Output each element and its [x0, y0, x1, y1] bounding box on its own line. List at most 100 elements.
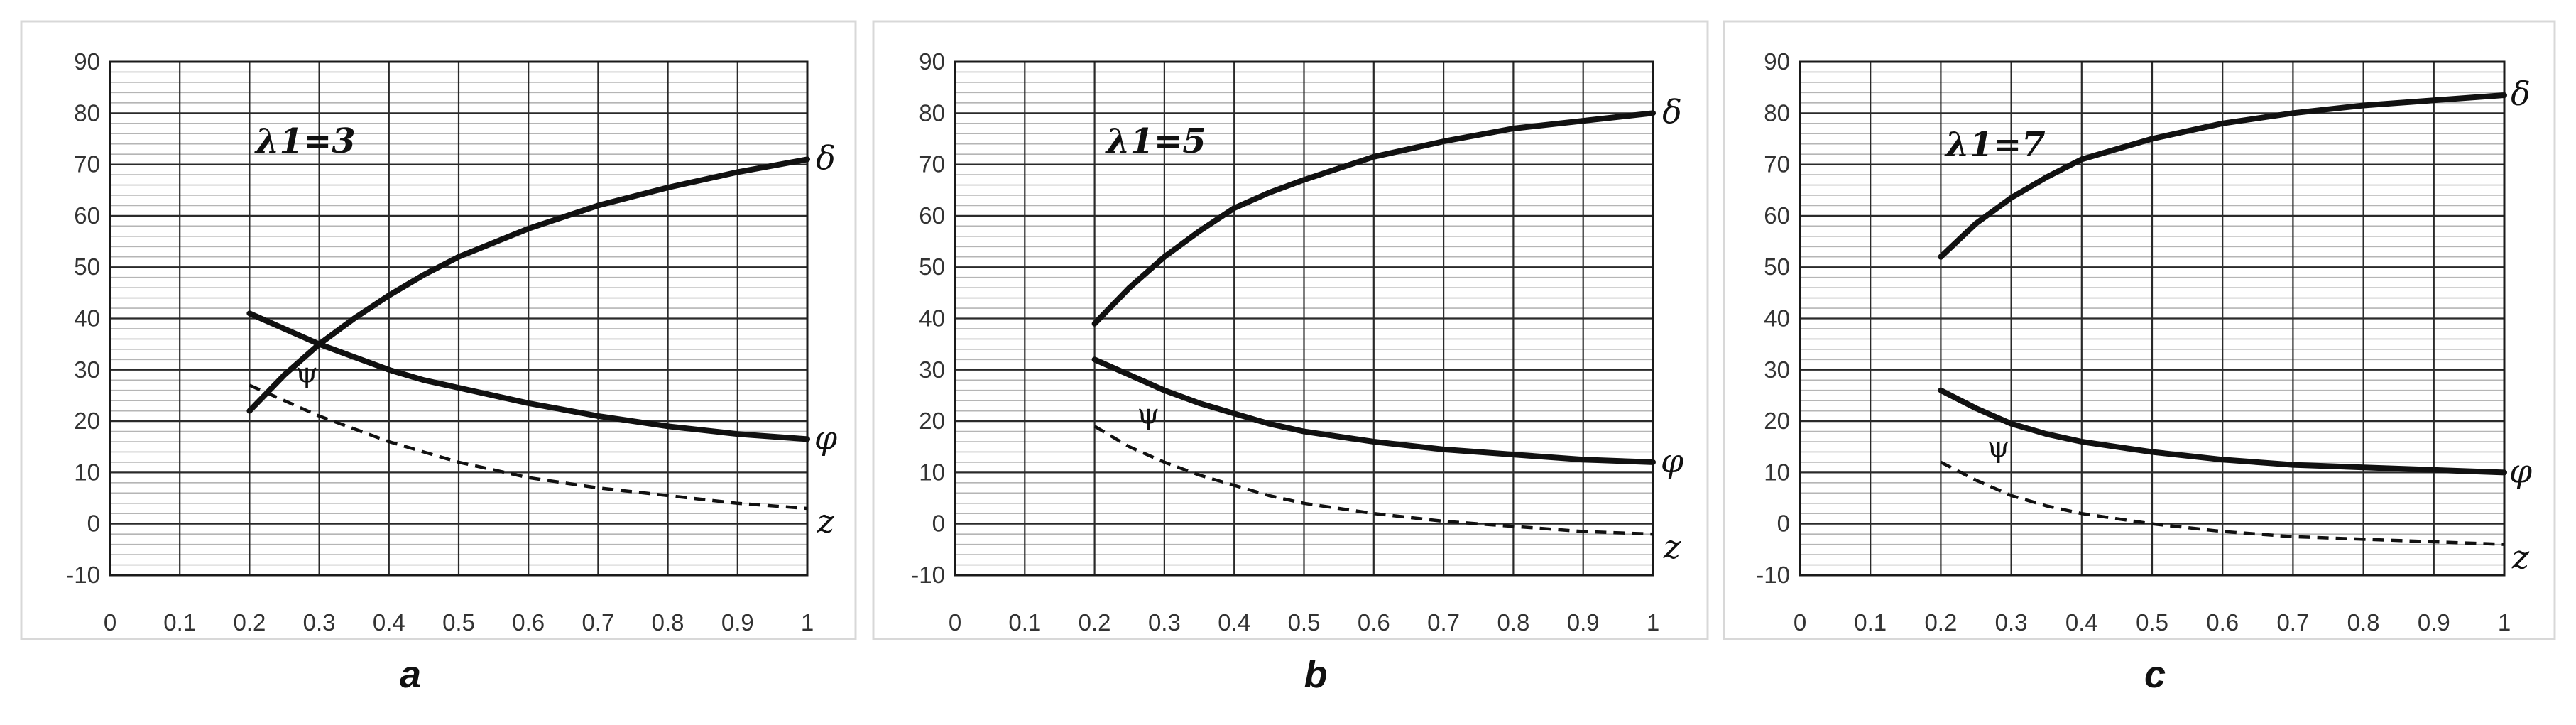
y-tick-label: 50	[1764, 254, 1790, 280]
x-tick-label: 1	[2498, 609, 2511, 636]
series-line-1	[246, 310, 810, 442]
x-tick-label: 0.2	[1924, 609, 1957, 636]
y-tick-label: 80	[919, 99, 945, 126]
y-tick-label: -10	[911, 562, 945, 588]
panel-letter: b	[1304, 653, 1328, 696]
x-tick-label: 0.6	[2206, 609, 2239, 636]
series-label: z	[1663, 528, 1681, 566]
series-label: φ	[1661, 442, 1684, 480]
y-tick-label: 70	[1764, 151, 1790, 178]
y-tick-label: 30	[919, 356, 945, 383]
series-label: φ	[2509, 452, 2533, 490]
series-line-2	[1940, 460, 2505, 546]
panel-letter: a	[400, 653, 421, 696]
x-tick-label: 0.5	[2136, 609, 2168, 636]
psi-label: ψ	[295, 356, 317, 389]
y-tick-label: 90	[919, 48, 945, 75]
lambda-annotation: λ1=7	[1944, 125, 2046, 165]
x-tick-label: 0.3	[1995, 609, 2028, 636]
series-label: z	[2511, 538, 2530, 577]
y-tick-label: 60	[1764, 202, 1790, 229]
y-tick-label: 20	[919, 408, 945, 434]
x-tick-label: 0	[1794, 609, 1806, 636]
series-line-0	[1091, 110, 1656, 327]
y-tick-label: 0	[932, 511, 945, 537]
series-line-0	[1938, 92, 2507, 260]
y-tick-label: 50	[919, 254, 945, 280]
y-tick-label: 80	[74, 99, 100, 126]
series-line-0	[246, 156, 810, 414]
y-tick-label: 20	[74, 408, 100, 434]
psi-label: ψ	[1987, 431, 2009, 464]
y-tick-label: 60	[919, 202, 945, 229]
x-tick-label: 0.6	[512, 609, 545, 636]
y-tick-label: 10	[919, 459, 945, 485]
series-label: φ	[814, 418, 838, 457]
lambda-annotation: λ1=3	[254, 121, 356, 161]
x-tick-label: 0	[104, 609, 116, 636]
x-tick-label: 0.9	[2418, 609, 2450, 636]
plot-border	[109, 60, 809, 577]
gridlines	[954, 60, 1654, 577]
x-tick-label: 0.7	[2276, 609, 2309, 636]
x-tick-label: 0.1	[1008, 609, 1041, 636]
y-tick-label: 0	[87, 511, 100, 537]
y-tick-label: 70	[74, 151, 100, 178]
x-tick-label: 0.5	[1288, 609, 1321, 636]
x-tick-label: 0	[949, 609, 961, 636]
x-tick-label: 1	[801, 609, 814, 636]
series-label: δ	[816, 138, 836, 177]
x-tick-label: 0.4	[1218, 609, 1250, 636]
x-tick-label: 0.3	[1148, 609, 1181, 636]
x-tick-label: 0.7	[582, 609, 614, 636]
series-line-2	[1093, 425, 1654, 536]
y-tick-label: 40	[1764, 305, 1790, 332]
y-tick-label: 50	[74, 254, 100, 280]
x-tick-label: 0.4	[373, 609, 405, 636]
y-tick-label: 40	[919, 305, 945, 332]
y-tick-label: -10	[66, 562, 100, 588]
plot-border	[954, 60, 1654, 577]
series-label: z	[817, 502, 835, 540]
y-tick-label: 30	[74, 356, 100, 383]
y-tick-label: 40	[74, 305, 100, 332]
y-tick-label: -10	[1756, 562, 1790, 588]
x-tick-label: 0.1	[163, 609, 196, 636]
plot-border	[1799, 60, 2506, 577]
lambda-annotation: λ1=5	[1105, 121, 1206, 161]
series-label: δ	[2511, 75, 2531, 113]
x-tick-label: 0.8	[2347, 609, 2380, 636]
y-tick-label: 10	[1764, 459, 1790, 485]
series-line-2	[249, 383, 808, 511]
y-tick-label: 10	[74, 459, 100, 485]
x-tick-label: 0.6	[1358, 609, 1390, 636]
y-tick-label: 80	[1764, 99, 1790, 126]
x-tick-label: 0.8	[1497, 609, 1529, 636]
y-tick-label: 60	[74, 202, 100, 229]
y-tick-label: 90	[1764, 48, 1790, 75]
y-tick-label: 70	[919, 151, 945, 178]
series-label: δ	[1662, 92, 1682, 131]
series-line-1	[1091, 356, 1656, 465]
x-tick-label: 0.2	[1079, 609, 1111, 636]
y-tick-label: 0	[1777, 511, 1790, 537]
x-tick-label: 0.2	[233, 609, 266, 636]
x-tick-label: 0.5	[442, 609, 475, 636]
panel-letter: c	[2144, 653, 2166, 696]
y-tick-label: 20	[1764, 408, 1790, 434]
series-line-1	[1938, 387, 2507, 476]
x-tick-label: 0.1	[1854, 609, 1887, 636]
y-tick-label: 30	[1764, 356, 1790, 383]
x-tick-label: 0.3	[303, 609, 336, 636]
x-tick-label: 0.9	[1567, 609, 1600, 636]
x-tick-label: 1	[1647, 609, 1659, 636]
y-tick-label: 90	[74, 48, 100, 75]
x-tick-label: 0.4	[2065, 609, 2098, 636]
x-tick-label: 0.7	[1427, 609, 1460, 636]
x-tick-label: 0.9	[721, 609, 754, 636]
psi-label: ψ	[1137, 398, 1159, 430]
